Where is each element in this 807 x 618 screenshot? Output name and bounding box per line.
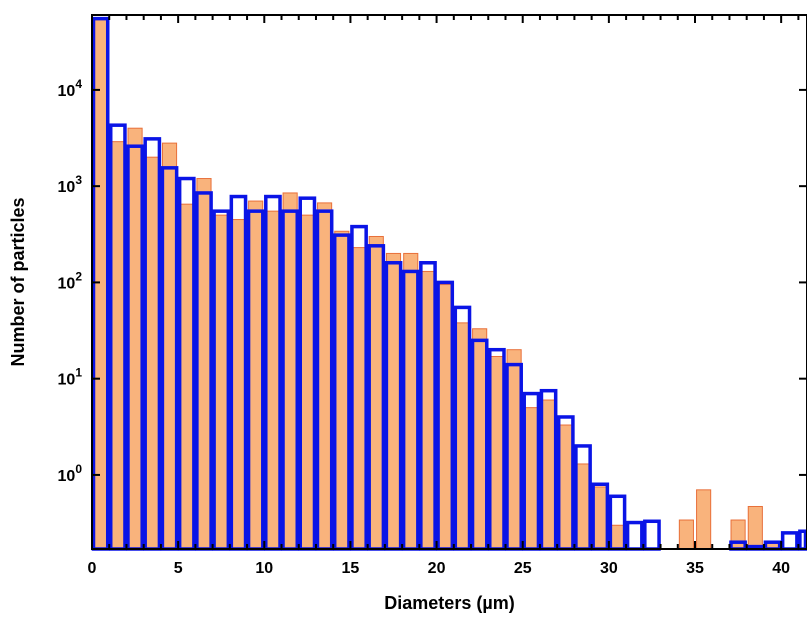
- bar-filled: [299, 214, 315, 550]
- bar-filled: [334, 230, 350, 550]
- bar-outline: [798, 529, 807, 551]
- bar-filled: [489, 355, 505, 550]
- bar-filled: [385, 252, 402, 550]
- ticks-layer: [91, 15, 807, 549]
- bar-filled: [110, 141, 126, 550]
- bar-filled: [747, 505, 763, 550]
- bar-filled: [592, 486, 608, 550]
- bar-filled: [282, 192, 298, 550]
- bar-filled: [230, 219, 247, 550]
- bar-outline: [625, 520, 644, 551]
- x-tick-label: 10: [255, 560, 273, 577]
- x-tick-label: 20: [428, 560, 446, 577]
- x-axis-title: Diameters (µm): [384, 593, 514, 613]
- bar-filled: [609, 524, 626, 550]
- bar-filled: [196, 178, 212, 550]
- bar-filled: [541, 399, 557, 550]
- bar-outline: [643, 519, 661, 551]
- bar-filled: [248, 200, 264, 550]
- bar-filled: [437, 284, 453, 550]
- bar-filled: [93, 18, 109, 550]
- y-tick-label: 102: [58, 269, 83, 292]
- bar-filled: [523, 407, 539, 550]
- x-tick-label: 30: [600, 560, 618, 577]
- bar-filled: [420, 270, 436, 550]
- bar-filled: [351, 247, 367, 550]
- bar-filled: [179, 203, 195, 550]
- y-tick-label: 101: [58, 366, 83, 389]
- x-tick-label: 40: [772, 560, 790, 577]
- bar-filled: [144, 156, 160, 550]
- y-axis-title: Number of particles: [8, 197, 28, 366]
- bar-filled: [472, 328, 488, 550]
- bar-filled: [213, 214, 229, 550]
- bar-filled: [575, 463, 591, 550]
- y-tick-label: 100: [58, 462, 83, 485]
- bar-filled: [558, 424, 574, 550]
- x-tick-label: 25: [514, 560, 532, 577]
- bar-filled: [368, 235, 384, 550]
- bar-filled: [506, 349, 522, 550]
- bars-layer: [91, 16, 807, 551]
- tick-labels-layer: 0 5 10 15 20 25 30 35 40 100 101 102 103 104: [58, 77, 791, 577]
- y-tick-label: 103: [58, 173, 83, 196]
- bar-filled: [127, 127, 143, 550]
- bar-filled: [265, 210, 281, 550]
- bar-outline: [780, 531, 799, 551]
- bar-filled: [317, 202, 333, 550]
- y-tick-label: 104: [58, 77, 83, 100]
- bar-filled: [403, 252, 419, 550]
- x-tick-label: 0: [88, 560, 97, 577]
- bar-filled: [161, 142, 178, 550]
- bar-filled: [730, 519, 746, 550]
- x-tick-label: 15: [342, 560, 360, 577]
- x-tick-label: 35: [686, 560, 704, 577]
- bar-filled: [454, 322, 470, 550]
- bar-filled: [696, 489, 712, 550]
- x-tick-label: 5: [174, 560, 183, 577]
- bar-filled: [678, 519, 694, 550]
